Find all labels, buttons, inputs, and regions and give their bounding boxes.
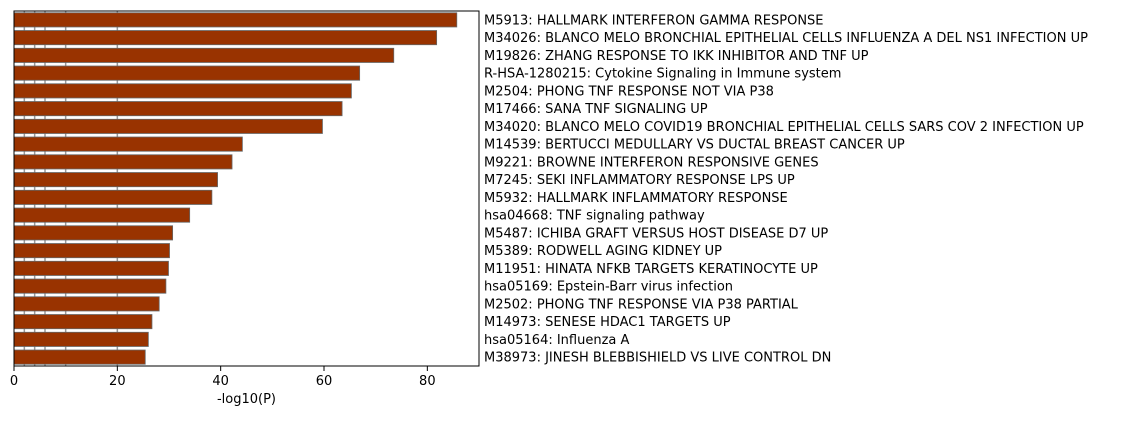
category-label: M11951: HINATA NFKB TARGETS KERATINOCYTE…	[484, 262, 818, 277]
category-label: M9221: BROWNE INTERFERON RESPONSIVE GENE…	[484, 155, 819, 170]
category-label: hsa04668: TNF signaling pathway	[484, 209, 705, 224]
bar	[13, 12, 458, 28]
category-label: M14539: BERTUCCI MEDULLARY VS DUCTAL BRE…	[484, 138, 905, 153]
category-label: M5487: ICHIBA GRAFT VERSUS HOST DISEASE …	[484, 226, 828, 241]
bar	[13, 349, 146, 365]
x-tick-label: 40	[212, 374, 229, 389]
category-label: M34026: BLANCO MELO BRONCHIAL EPITHELIAL…	[484, 31, 1088, 46]
reference-lines	[23, 11, 119, 366]
category-label: M38973: JINESH BLEBBISHIELD VS LIVE CONT…	[484, 351, 831, 366]
bar	[13, 278, 167, 294]
x-axis-title: -log10(P)	[217, 392, 276, 407]
bar	[13, 118, 323, 134]
category-labels: M5913: HALLMARK INTERFERON GAMMA RESPONS…	[484, 13, 1088, 365]
x-tick-label: 80	[419, 374, 436, 389]
bar	[13, 207, 191, 223]
bar	[13, 30, 438, 46]
bar	[13, 65, 361, 81]
bar	[13, 47, 395, 63]
category-label: M34020: BLANCO MELO COVID19 BRONCHIAL EP…	[484, 120, 1084, 135]
category-label: hsa05169: Epstein-Barr virus infection	[484, 280, 733, 295]
bar	[13, 172, 218, 188]
category-label: M7245: SEKI INFLAMMATORY RESPONSE LPS UP	[484, 173, 795, 188]
category-label: M2502: PHONG TNF RESPONSE VIA P38 PARTIA…	[484, 297, 799, 312]
category-label: M2504: PHONG TNF RESPONSE NOT VIA P38	[484, 84, 774, 99]
category-label: R-HSA-1280215: Cytokine Signaling in Imm…	[484, 67, 841, 82]
category-label: M19826: ZHANG RESPONSE TO IKK INHIBITOR …	[484, 49, 869, 64]
x-tick-label: 0	[10, 374, 18, 389]
x-tick-label: 60	[316, 374, 333, 389]
x-tick-label: 20	[109, 374, 126, 389]
bar	[13, 189, 213, 205]
bar	[13, 260, 169, 276]
category-label: M5389: RODWELL AGING KIDNEY UP	[484, 244, 722, 259]
bar	[13, 331, 149, 347]
bars-group	[13, 12, 458, 365]
bar	[13, 243, 170, 259]
bar	[13, 296, 160, 312]
bar	[13, 136, 243, 152]
bar	[13, 101, 343, 117]
category-label: M5932: HALLMARK INFLAMMATORY RESPONSE	[484, 191, 788, 206]
category-label: M14973: SENESE HDAC1 TARGETS UP	[484, 315, 731, 330]
plot-frame	[13, 10, 480, 367]
category-label: hsa05164: Influenza A	[484, 333, 630, 348]
bar	[13, 83, 352, 99]
bar	[13, 154, 233, 170]
category-label: M5913: HALLMARK INTERFERON GAMMA RESPONS…	[484, 13, 824, 28]
x-axis: 0 20 40 60 80	[10, 366, 436, 389]
category-label: M17466: SANA TNF SIGNALING UP	[484, 102, 708, 117]
bar	[13, 225, 174, 241]
bar	[13, 314, 153, 330]
